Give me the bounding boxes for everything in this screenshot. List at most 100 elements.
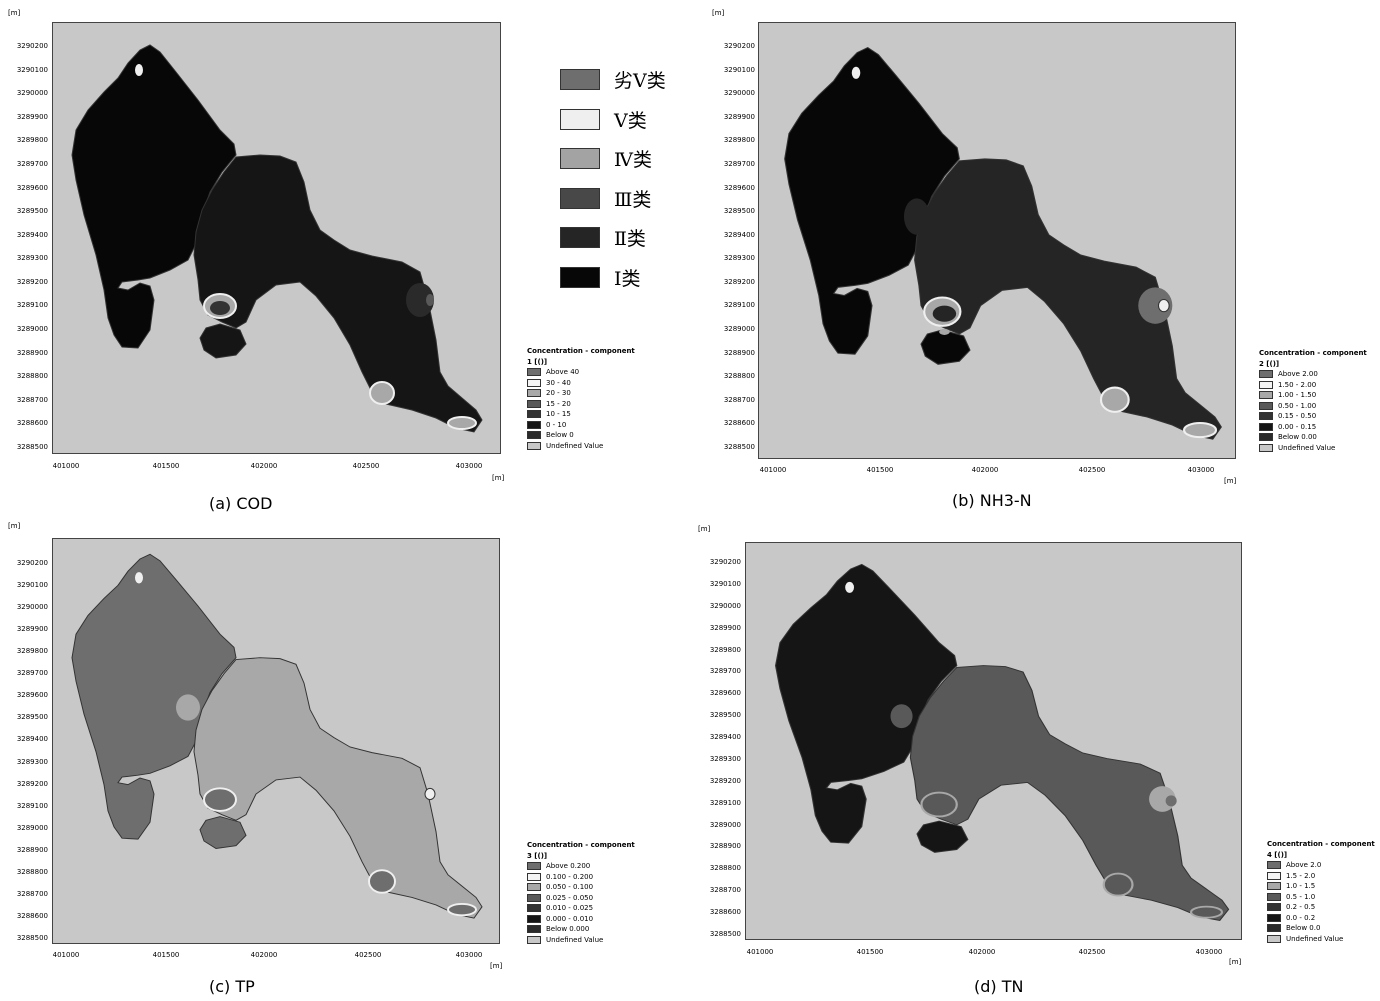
legend-label: Above 40 bbox=[546, 368, 580, 376]
legend-swatch bbox=[527, 410, 541, 419]
legend-row: 0.15 - 0.50 bbox=[1259, 411, 1367, 422]
y-tick-label: 3290200 bbox=[16, 559, 48, 567]
y-tick-label: 3290000 bbox=[16, 603, 48, 612]
legend-label: 10 - 15 bbox=[546, 410, 571, 418]
legend-label: 0.010 - 0.025 bbox=[546, 904, 594, 912]
legend-row: Undefined Value bbox=[527, 441, 635, 452]
y-tick-label: 3289200 bbox=[16, 277, 48, 286]
y-unit-label: [m] bbox=[712, 9, 725, 17]
legend-row: 0.2 - 0.5 bbox=[1267, 902, 1375, 913]
legend-label: Below 0.000 bbox=[546, 925, 590, 933]
x-tick-label: 402500 bbox=[1078, 948, 1106, 956]
y-tick-label: 3289000 bbox=[16, 325, 48, 334]
legend-swatch bbox=[527, 420, 541, 429]
y-unit-label: [m] bbox=[8, 522, 21, 530]
class-legend-row: Ⅲ类 bbox=[560, 179, 666, 219]
class-label: Ⅲ类 bbox=[614, 188, 652, 211]
y-tick-label: 3289300 bbox=[16, 757, 48, 766]
legend-row: 1.50 - 2.00 bbox=[1259, 380, 1367, 391]
y-tick-label: 3288800 bbox=[709, 864, 741, 873]
legend-row: Above 2.00 bbox=[1259, 369, 1367, 380]
class-swatch bbox=[560, 187, 600, 209]
y-tick-label: 3288600 bbox=[723, 419, 755, 428]
x-unit-label: [m] bbox=[490, 962, 503, 970]
x-tick-label: 403000 bbox=[1187, 466, 1215, 474]
legend-swatch bbox=[1259, 443, 1273, 452]
y-tick-label: 3290200 bbox=[723, 42, 755, 50]
legend-row: 0.5 - 1.0 bbox=[1267, 892, 1375, 903]
legend-row: 10 - 15 bbox=[527, 409, 635, 420]
y-tick-label: 3289800 bbox=[16, 647, 48, 656]
legend-label: 0.15 - 0.50 bbox=[1278, 412, 1317, 420]
y-tick-label: 3289500 bbox=[723, 207, 755, 216]
concentration-legend: Concentration - component 3 [()] Above 0… bbox=[527, 840, 635, 945]
legend-label: 1.0 - 1.5 bbox=[1286, 882, 1316, 890]
legend-rows: Above 2.0 1.5 - 2.0 1.0 - 1.5 0.5 - 1.0 0.2 … bbox=[1267, 860, 1375, 944]
class-swatch bbox=[560, 108, 600, 130]
legend-swatch bbox=[527, 893, 541, 902]
caption: (c) TP bbox=[209, 977, 255, 996]
y-tick-label: 3288500 bbox=[723, 443, 755, 451]
legend-subtitle: 1 [()] bbox=[527, 357, 548, 366]
legend-label: 0.025 - 0.050 bbox=[546, 893, 594, 902]
legend-row: Below 0.00 bbox=[1259, 432, 1367, 443]
y-tick-label: 3288800 bbox=[16, 372, 48, 381]
class-label: Ⅳ类 bbox=[614, 149, 652, 172]
y-tick-label: 3288500 bbox=[16, 934, 48, 942]
x-tick-label: 401000 bbox=[759, 466, 787, 474]
y-tick-label: 3288800 bbox=[723, 372, 755, 381]
class-label: 劣Ⅴ类 bbox=[614, 70, 666, 93]
y-tick-label: 3289400 bbox=[709, 733, 741, 742]
y-tick-label: 3289000 bbox=[723, 325, 755, 334]
water-class-legend: 劣Ⅴ类 Ⅴ类 Ⅳ类 Ⅲ类 Ⅱ类 Ⅰ类 bbox=[560, 60, 666, 297]
legend-rows: Above 40 30 - 40 20 - 30 15 - 20 10 - 15 0 - … bbox=[527, 367, 635, 451]
legend-row: 0.00 - 0.15 bbox=[1259, 422, 1367, 433]
y-tick-label: 3289400 bbox=[16, 230, 48, 239]
concentration-legend: Concentration - component 2 [()] Above 2… bbox=[1259, 348, 1367, 453]
y-tick-label: 3290100 bbox=[709, 579, 741, 588]
legend-subtitle: 4 [()] bbox=[1267, 850, 1288, 859]
legend-swatch bbox=[1267, 861, 1281, 870]
x-unit-label: [m] bbox=[492, 474, 505, 482]
y-tick-label: 3290000 bbox=[723, 89, 755, 98]
legend-label: 1.5 - 2.0 bbox=[1286, 871, 1316, 880]
y-tick-label: 3289000 bbox=[709, 820, 741, 829]
y-tick-label: 3289600 bbox=[16, 691, 48, 700]
legend-row: 0.000 - 0.010 bbox=[527, 914, 635, 925]
y-tick-label: 3290000 bbox=[16, 89, 48, 98]
y-tick-label: 3289300 bbox=[723, 254, 755, 263]
legend-label: Above 2.00 bbox=[1278, 370, 1318, 378]
legend-row: Below 0.000 bbox=[527, 924, 635, 935]
legend-label: 1.50 - 2.00 bbox=[1278, 380, 1317, 389]
x-unit-label: [m] bbox=[1224, 477, 1237, 485]
legend-row: 0.0 - 0.2 bbox=[1267, 913, 1375, 924]
y-tick-label: 3289000 bbox=[16, 823, 48, 832]
lake-map-cod bbox=[71, 44, 483, 433]
legend-label: Undefined Value bbox=[1286, 934, 1344, 943]
y-tick-label: 3289100 bbox=[709, 798, 741, 807]
legend-label: Undefined Value bbox=[1278, 443, 1336, 452]
concentration-legend: Concentration - component 4 [()] Above 2… bbox=[1267, 839, 1375, 944]
y-tick-label: 3289700 bbox=[16, 669, 48, 678]
legend-row: 0.100 - 0.200 bbox=[527, 872, 635, 883]
x-tick-label: 401000 bbox=[52, 951, 80, 959]
legend-subtitle: 2 [()] bbox=[1259, 359, 1280, 368]
x-tick-label: 402000 bbox=[250, 951, 278, 959]
legend-rows: Above 2.00 1.50 - 2.00 1.00 - 1.50 0.50 - 1… bbox=[1259, 369, 1367, 453]
legend-label: 20 - 30 bbox=[546, 389, 571, 397]
y-tick-label: 3289400 bbox=[723, 230, 755, 239]
legend-row: 0.50 - 1.00 bbox=[1259, 401, 1367, 412]
legend-label: 0.100 - 0.200 bbox=[546, 872, 594, 881]
y-tick-label: 3288700 bbox=[723, 395, 755, 404]
x-tick-label: 401000 bbox=[746, 948, 774, 956]
legend-row: Above 40 bbox=[527, 367, 635, 378]
legend-swatch bbox=[527, 935, 541, 944]
legend-row: Undefined Value bbox=[1259, 443, 1367, 454]
legend-label: Below 0.00 bbox=[1278, 433, 1317, 441]
y-tick-label: 3289600 bbox=[709, 689, 741, 698]
y-tick-label: 3288900 bbox=[16, 845, 48, 854]
legend-row: Above 0.200 bbox=[527, 861, 635, 872]
legend-swatch bbox=[1267, 871, 1281, 880]
y-tick-label: 3289900 bbox=[16, 625, 48, 634]
